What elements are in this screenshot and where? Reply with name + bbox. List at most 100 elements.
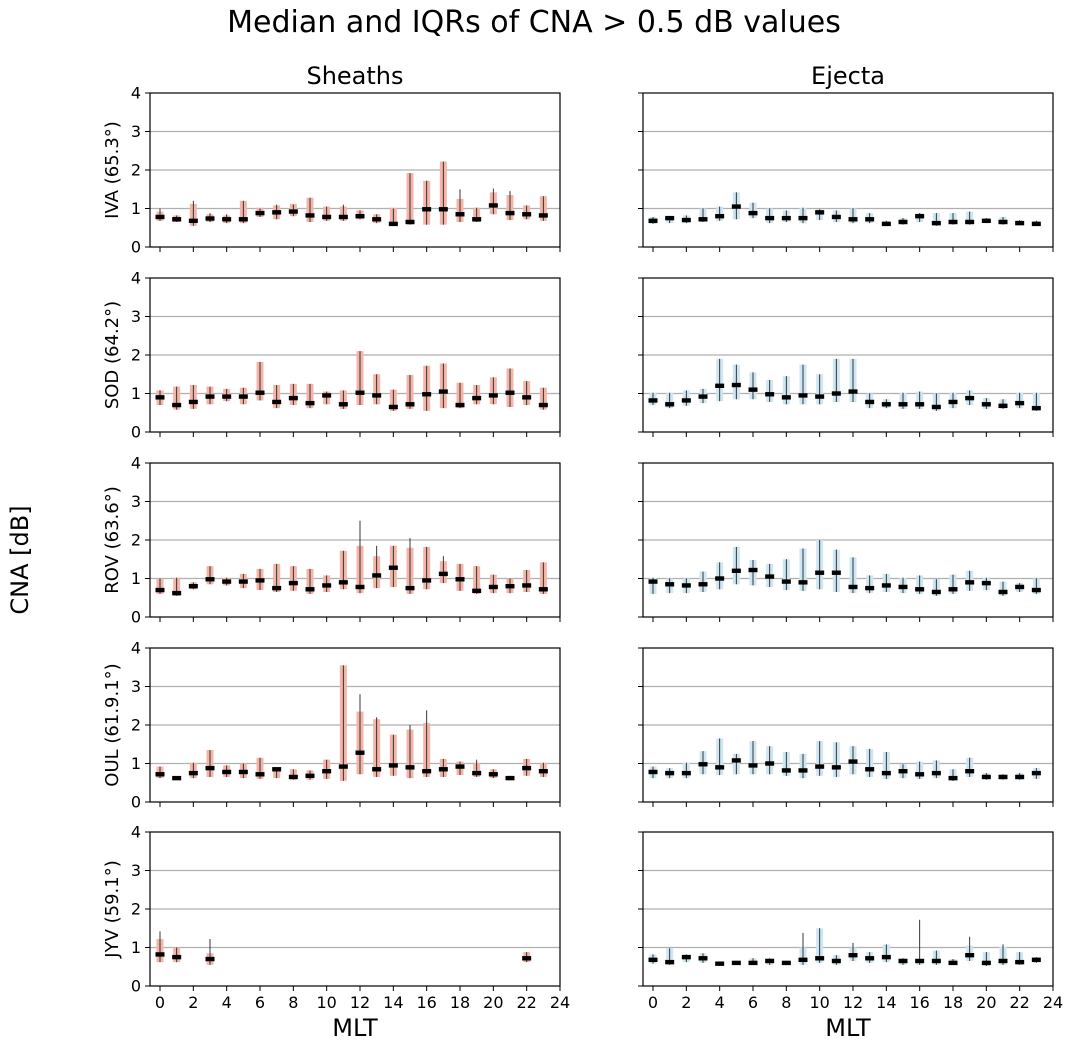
median-mark xyxy=(715,961,725,966)
median-mark xyxy=(405,585,415,591)
median-mark xyxy=(781,579,791,584)
median-mark xyxy=(798,215,808,221)
median-mark xyxy=(981,580,991,586)
median-mark xyxy=(1031,770,1041,776)
median-mark xyxy=(438,207,448,212)
x-tick-label: 8 xyxy=(288,993,298,1012)
panel-iva-sheaths: 0 1 2 3 4 IVA (65.3°) xyxy=(102,84,561,257)
median-mark xyxy=(915,402,925,407)
median-mark xyxy=(765,215,775,221)
median-mark xyxy=(965,395,975,401)
median-mark xyxy=(948,399,958,405)
median-mark xyxy=(715,214,725,219)
x-tick-label: 20 xyxy=(976,993,996,1012)
x-tick-label: 14 xyxy=(876,993,896,1012)
panel-oul-sheaths: 0 1 2 3 4 OUL (61.9.1°) xyxy=(102,639,561,812)
median-mark xyxy=(338,402,348,407)
median-mark xyxy=(305,400,315,406)
median-mark xyxy=(172,402,182,408)
median-mark xyxy=(815,570,825,575)
y-tick-label: 2 xyxy=(131,161,141,180)
y-tick-label: 1 xyxy=(131,938,141,957)
median-mark xyxy=(1015,220,1025,226)
median-mark xyxy=(798,768,808,773)
x-tick-label: 18 xyxy=(943,993,963,1012)
median-mark xyxy=(388,763,398,768)
median-mark xyxy=(798,393,808,398)
median-mark xyxy=(998,958,1008,964)
median-mark xyxy=(931,770,941,776)
median-mark xyxy=(765,574,775,579)
median-mark xyxy=(538,213,548,218)
median-mark xyxy=(698,394,708,399)
y-tick-label: 4 xyxy=(131,639,141,658)
y-tick-label: 2 xyxy=(131,900,141,919)
median-mark xyxy=(255,578,265,583)
median-mark xyxy=(355,390,365,395)
median-mark xyxy=(1015,400,1025,406)
y-tick-label: 4 xyxy=(131,823,141,842)
median-mark xyxy=(438,571,448,577)
median-mark xyxy=(255,390,265,395)
median-mark xyxy=(731,204,741,209)
median-mark xyxy=(881,954,891,960)
median-mark xyxy=(1031,221,1041,227)
median-mark xyxy=(748,210,758,216)
median-mark xyxy=(188,584,198,589)
median-mark xyxy=(455,212,465,217)
y-tick-label: 1 xyxy=(131,754,141,773)
median-mark xyxy=(765,392,775,397)
median-mark xyxy=(522,765,532,771)
panel-y-label: JYV (59.1°) xyxy=(102,860,123,958)
median-mark xyxy=(1015,959,1025,965)
median-mark xyxy=(681,398,691,403)
median-mark xyxy=(505,390,515,395)
median-mark xyxy=(765,761,775,766)
median-mark xyxy=(681,217,691,223)
median-mark xyxy=(1031,587,1041,593)
median-mark xyxy=(898,584,908,590)
median-mark xyxy=(665,582,675,587)
median-mark xyxy=(915,958,925,964)
median-mark xyxy=(648,769,658,775)
median-mark xyxy=(831,765,841,770)
x-tick-label: 8 xyxy=(781,993,791,1012)
median-mark xyxy=(322,583,332,588)
y-tick-label: 0 xyxy=(131,608,141,627)
panel-iva-ejecta xyxy=(638,92,1054,252)
median-mark xyxy=(222,217,232,222)
median-mark xyxy=(238,579,248,584)
median-mark xyxy=(731,960,741,966)
median-mark xyxy=(172,954,182,960)
y-tick-label: 0 xyxy=(131,793,141,812)
median-mark xyxy=(898,958,908,964)
median-mark xyxy=(305,773,315,779)
median-mark xyxy=(272,399,282,405)
panel-y-label: IVA (65.3°) xyxy=(102,121,123,219)
x-tick-label: 2 xyxy=(188,993,198,1012)
median-mark xyxy=(272,210,282,215)
median-mark xyxy=(865,956,875,961)
median-mark xyxy=(1015,584,1025,590)
median-mark xyxy=(981,960,991,966)
median-mark xyxy=(472,395,482,401)
median-mark xyxy=(372,393,382,398)
x-axis-label: MLT xyxy=(332,1014,378,1042)
median-mark xyxy=(388,221,398,227)
median-mark xyxy=(898,402,908,407)
x-tick-label: 18 xyxy=(450,993,470,1012)
median-mark xyxy=(255,210,265,216)
panel-sod-ejecta xyxy=(638,277,1054,437)
median-mark xyxy=(981,402,991,407)
median-mark xyxy=(998,219,1008,225)
panel-rov-sheaths: 0 1 2 3 4 ROV (63.6°) xyxy=(102,454,561,627)
median-mark xyxy=(781,960,791,966)
median-mark xyxy=(848,953,858,958)
x-tick-label: 24 xyxy=(550,993,570,1012)
median-mark xyxy=(538,587,548,592)
y-tick-label: 0 xyxy=(131,977,141,996)
median-mark xyxy=(665,770,675,776)
y-tick-label: 3 xyxy=(131,861,141,880)
